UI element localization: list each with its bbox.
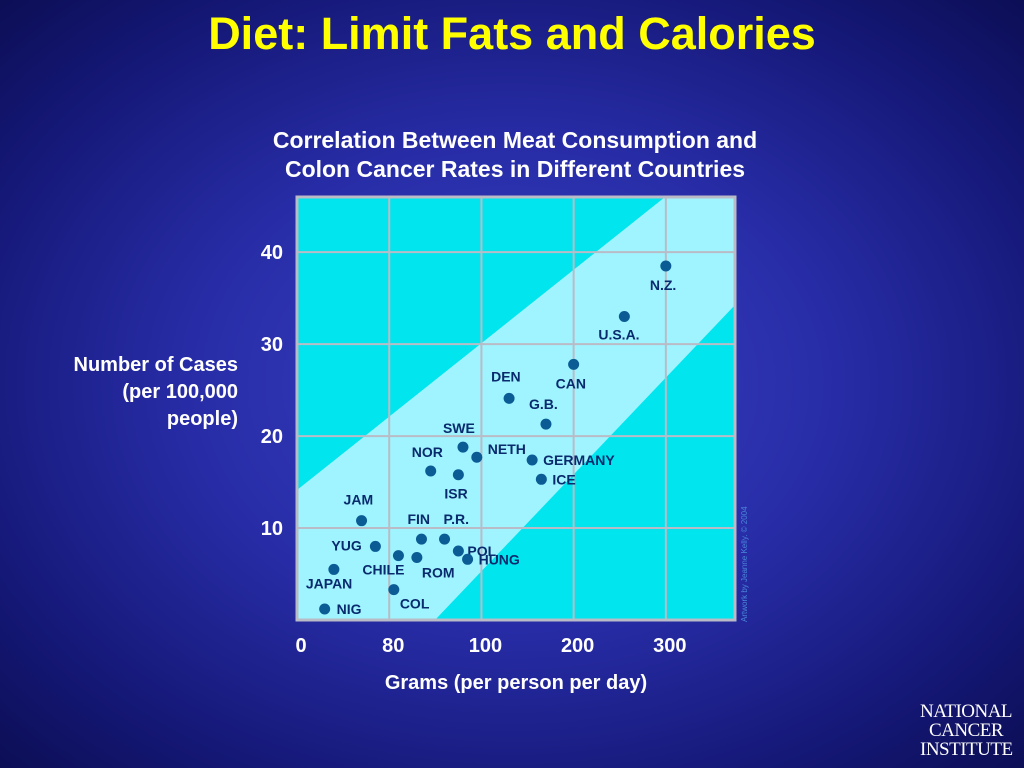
y-tick-label: 20 — [261, 426, 283, 448]
y-tick-label: 30 — [261, 334, 283, 356]
data-point — [425, 465, 437, 477]
data-point — [356, 515, 368, 527]
data-point-label: COL — [400, 596, 430, 612]
data-point — [319, 603, 331, 615]
plot-border — [295, 195, 737, 622]
data-point-label: ICE — [552, 471, 575, 487]
data-point-label: CHILE — [362, 562, 404, 578]
data-point-label: YUG — [331, 537, 361, 553]
y-axis-label-line-1: Number of Cases — [73, 354, 239, 376]
data-point — [503, 392, 515, 404]
data-point — [415, 533, 427, 545]
data-point — [462, 553, 474, 565]
data-point — [439, 533, 451, 545]
x-tick-label: 80 — [382, 635, 404, 657]
data-point-label: NETH — [488, 441, 526, 457]
y-axis-label-line-2: (per 100,000 — [122, 381, 238, 403]
data-point — [660, 260, 672, 272]
slide-title: Diet: Limit Fats and Calories — [208, 8, 816, 59]
logo-line-3: INSTITUTE — [920, 739, 1013, 760]
data-point — [411, 551, 423, 563]
chart-title: Correlation Between Meat Consumption and… — [160, 126, 870, 184]
y-tick-label: 10 — [261, 518, 283, 540]
data-point-label: JAPAN — [306, 575, 352, 591]
y-axis-label-line-3: people) — [166, 408, 238, 430]
data-point-label: N.Z. — [650, 277, 676, 293]
data-point — [471, 451, 483, 463]
chart-title-line-1: Correlation Between Meat Consumption and — [272, 127, 758, 153]
data-point-label: CAN — [556, 375, 586, 391]
data-point — [540, 418, 552, 430]
x-tick-label: 0 — [295, 635, 306, 657]
data-point-label: G.B. — [529, 396, 558, 412]
nci-logo: NATIONAL CANCER INSTITUTE — [920, 702, 1024, 759]
x-tick-label: 100 — [469, 635, 502, 657]
data-point — [388, 584, 400, 596]
logo-line-1: NATIONAL — [920, 701, 1013, 722]
data-point — [618, 311, 630, 323]
data-point — [526, 454, 538, 466]
data-point — [452, 545, 464, 557]
data-point-label: NOR — [412, 444, 443, 460]
data-point-label: NIG — [337, 601, 362, 617]
data-point-label: JAM — [344, 492, 374, 508]
artwork-credit: Artwork by Jeanne Kelly. © 2004 — [740, 506, 749, 622]
data-point-label: U.S.A. — [598, 327, 639, 343]
data-point — [369, 540, 381, 552]
data-point — [535, 473, 547, 485]
data-point-label: ROM — [422, 564, 455, 580]
chart-title-line-2: Colon Cancer Rates in Different Countrie… — [284, 156, 746, 182]
data-point-label: SWE — [443, 420, 475, 436]
x-tick-label: 300 — [653, 635, 686, 657]
data-point-label: HUNG — [479, 551, 520, 567]
y-tick-label: 40 — [261, 242, 283, 264]
data-point — [452, 469, 464, 481]
data-point — [392, 550, 404, 562]
data-point-label: GERMANY — [543, 452, 615, 468]
data-point-label: ISR — [444, 486, 467, 502]
data-point — [568, 358, 580, 370]
logo-line-2: CANCER — [929, 720, 1004, 741]
data-point — [328, 563, 340, 575]
data-point-label: P.R. — [444, 511, 469, 527]
x-tick-label: 200 — [561, 635, 594, 657]
data-point-label: DEN — [491, 368, 521, 384]
data-point-label: FIN — [407, 511, 430, 527]
correlation-band — [297, 197, 735, 620]
y-axis-label: Number of Cases (per 100,000 people) — [0, 352, 239, 433]
x-axis-label: Grams (per person per day) — [384, 672, 648, 694]
data-point — [457, 441, 469, 453]
data-point-label: POL — [467, 543, 496, 559]
